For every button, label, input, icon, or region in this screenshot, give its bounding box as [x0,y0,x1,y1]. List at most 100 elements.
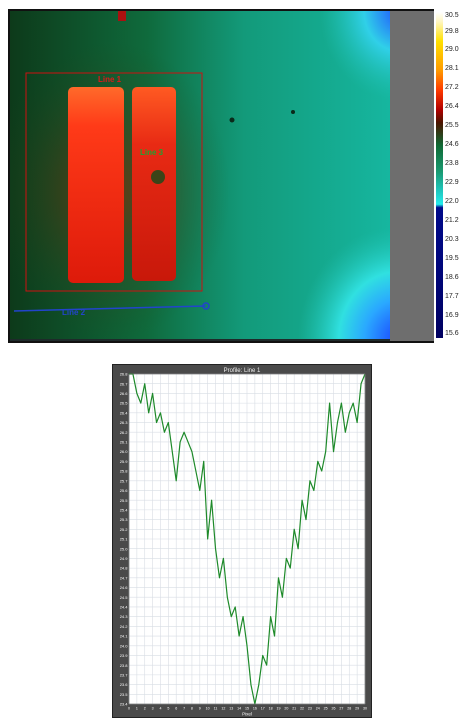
x-tick-label: 7 [183,707,185,711]
x-tick-label: 2 [144,707,146,711]
y-tick-label: 23.9 [120,653,129,658]
y-tick-label: 25.4 [120,507,129,512]
line-1-label: Line 1 [98,75,122,84]
y-tick-label: 24.9 [120,556,129,561]
y-tick-label: 25.1 [120,537,129,542]
hot-region-2 [132,87,176,281]
x-tick-label: 27 [339,707,343,711]
x-tick-label: 19 [276,707,280,711]
scale-label: 25.5 [445,122,459,129]
scale-label: 21.2 [445,217,459,224]
y-tick-label: 26.3 [120,420,129,425]
x-tick-label: 21 [292,707,296,711]
y-tick-label: 23.4 [120,702,129,707]
y-tick-label: 26.7 [120,381,129,386]
chart-title-bar [113,365,371,374]
y-tick-label: 23.8 [120,663,129,668]
scale-label: 22.9 [445,179,459,186]
scale-label: 28.1 [445,65,459,72]
y-tick-label: 25.5 [120,498,129,503]
x-tick-label: 17 [261,707,265,711]
x-tick-label: 23 [308,707,312,711]
x-tick-label: 16 [253,707,257,711]
x-tick-label: 22 [300,707,304,711]
scale-label: 23.8 [445,160,459,167]
y-tick-label: 24.2 [120,624,129,629]
x-tick-label: 30 [363,707,367,711]
y-tick-label: 23.6 [120,682,129,687]
line-2-label: Line 2 [62,308,86,317]
profile-series-line [129,373,366,705]
scale-label: 24.6 [445,141,459,148]
y-tick-label: 24.0 [120,643,129,648]
x-tick-label: 25 [324,707,328,711]
x-tick-label: 15 [245,707,249,711]
x-tick-label: 6 [175,707,177,711]
y-tick-label: 26.5 [120,401,129,406]
profile-chart[interactable]: Profile: Line 1 26.8 26.7 26.6 26.5 26.4 26.3 2… [113,365,371,717]
x-axis-label: Pixel [242,712,252,717]
y-tick-label: 25.7 [120,478,129,483]
x-tick-label: 28 [347,707,351,711]
x-tick-label: 24 [316,707,320,711]
y-tick-label: 25.0 [120,546,129,551]
thermal-image-window[interactable]: Line 1 Line 3 Line 2 [8,9,404,343]
x-tick-label: 14 [237,707,241,711]
thermal-image[interactable] [10,11,400,339]
y-tick-label: 24.3 [120,614,129,619]
temperature-colorbar [436,12,443,338]
y-tick-label: 26.4 [120,410,129,415]
x-tick-label: 4 [159,707,161,711]
hot-region-1 [68,87,124,283]
scale-label: 26.4 [445,103,459,110]
y-tick-label: 24.8 [120,566,129,571]
y-tick-label: 24.1 [120,634,129,639]
x-tick-label: 8 [191,707,193,711]
x-tick-label: 5 [167,707,169,711]
x-tick-label: 29 [355,707,359,711]
x-tick-label: 11 [214,707,218,711]
x-tick-label: 26 [332,707,336,711]
line-1-box[interactable] [25,72,203,292]
x-tick-label: 10 [206,707,210,711]
x-tick-label: 0 [128,707,130,711]
scale-label: 29.8 [445,28,459,35]
y-tick-label: 25.3 [120,517,129,522]
x-tick-label: 1 [136,707,138,711]
y-tick-label: 26.1 [120,440,129,445]
y-tick-label: 25.9 [120,459,129,464]
x-tick-label: 9 [199,707,201,711]
y-tick-label: 24.5 [120,595,129,600]
x-tick-label: 20 [284,707,288,711]
temperature-scale: 30.5 29.8 29.0 28.1 27.2 26.4 25.5 24.6 … [436,12,464,338]
profile-chart-window[interactable]: Profile: Line 1 26.8 26.7 26.6 26.5 26.4 26.3 2… [112,364,372,718]
x-tick-label: 18 [269,707,273,711]
x-tick-label: 12 [221,707,225,711]
y-tick-label: 26.6 [120,391,129,396]
y-tick-label: 24.7 [120,575,129,580]
scale-label: 27.2 [445,84,459,91]
y-tick-label: 24.4 [120,605,129,610]
y-tick-label: 26.0 [120,449,129,454]
scale-label: 15.6 [445,330,459,337]
scale-label: 18.6 [445,274,459,281]
scale-label: 19.5 [445,255,459,262]
y-tick-label: 26.8 [120,372,129,377]
scale-label: 30.5 [445,12,459,19]
line-2-marker[interactable] [13,305,207,312]
line-3-label: Line 3 [140,148,164,157]
y-tick-label: 23.7 [120,672,129,677]
y-tick-label: 25.2 [120,527,129,532]
y-tick-label: 24.6 [120,585,129,590]
scale-label: 22.0 [445,198,459,205]
side-panel [390,9,434,343]
scale-label: 16.9 [445,312,459,319]
y-tick-label: 26.2 [120,430,129,435]
chart-title: Profile: Line 1 [224,368,261,374]
x-tick-label: 3 [152,707,154,711]
x-tick-label: 13 [229,707,233,711]
scale-label: 20.3 [445,236,459,243]
scale-label: 17.7 [445,293,459,300]
y-tick-label: 23.5 [120,692,129,697]
scale-label: 29.0 [445,46,459,53]
